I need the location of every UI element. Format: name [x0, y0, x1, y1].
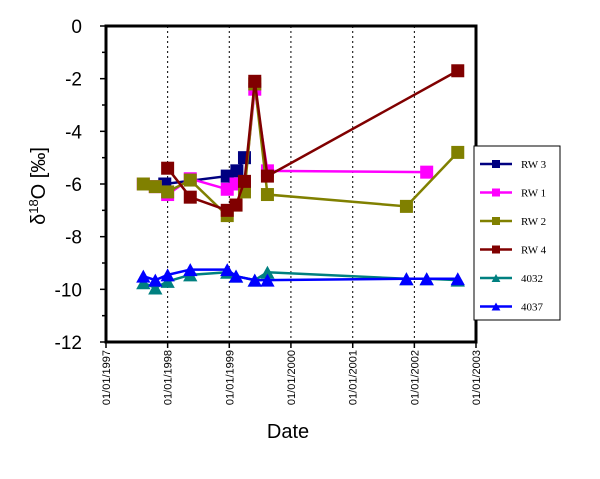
y-tick-label: -4 — [65, 122, 82, 143]
data-point-4032 — [148, 281, 163, 295]
data-point-4037 — [450, 272, 465, 286]
y-tick-label: -6 — [65, 175, 82, 196]
data-point-rw-4 — [451, 64, 465, 78]
data-point-4032 — [260, 265, 275, 279]
series-4037 — [136, 263, 465, 287]
data-point-rw-2 — [451, 145, 465, 159]
x-tick-label: 01/01/1998 — [163, 350, 175, 405]
legend-item-4032: 4032 — [480, 273, 543, 285]
data-point-4032 — [160, 274, 175, 288]
legend-item-4037: 4037 — [480, 302, 544, 314]
y-tick-label: -12 — [55, 333, 82, 354]
data-point-4032 — [136, 276, 151, 290]
data-point-4037 — [260, 273, 275, 287]
data-point-rw-2 — [136, 177, 150, 191]
legend-label: RW 1 — [521, 188, 546, 200]
data-point-rw-4 — [248, 74, 262, 88]
data-point-4037 — [247, 273, 262, 287]
data-point-rw-4 — [237, 174, 251, 188]
x-tick-label: 01/01/2003 — [471, 350, 483, 405]
legend: RW 3 RW 1 RW 2 RW 4 4032 4037 — [473, 145, 561, 321]
x-tick-label: 01/01/2002 — [409, 350, 421, 405]
legend-label: 4032 — [521, 273, 543, 285]
legend-marker — [491, 302, 501, 311]
data-point-4037 — [160, 268, 175, 282]
data-point-4037 — [220, 263, 235, 277]
data-point-rw-2 — [148, 180, 162, 194]
data-point-4037 — [228, 269, 244, 283]
data-point-rw-4 — [229, 198, 243, 212]
data-point-rw-2 — [161, 185, 175, 199]
series-rw-1 — [136, 82, 434, 202]
x-tick-label: 01/01/1999 — [224, 350, 236, 405]
data-point-rw-2 — [183, 173, 197, 187]
legend-marker — [492, 188, 500, 197]
data-point-4037 — [136, 269, 151, 283]
y-axis-title: δ18O [‰] — [26, 147, 51, 225]
data-point-rw-3 — [230, 164, 244, 178]
legend-item-rw-2: RW 2 — [480, 216, 546, 228]
y-tick-label: 0 — [71, 17, 82, 38]
y-tick-label: -2 — [65, 70, 82, 91]
legend-label: 4037 — [521, 302, 544, 314]
y-axis-title-rest: O [‰] — [28, 147, 50, 199]
series-layer — [136, 64, 465, 295]
data-point-rw-4 — [260, 169, 274, 183]
legend-item-rw-1: RW 1 — [480, 188, 546, 200]
data-point-4037 — [399, 272, 414, 286]
x-tick-label: 01/01/1997 — [101, 350, 113, 405]
legend-marker — [491, 274, 501, 282]
legend-label: RW 3 — [521, 159, 547, 171]
y-axis-title-main: δ — [28, 214, 50, 225]
legend-marker — [492, 245, 500, 254]
data-point-rw-1 — [420, 165, 434, 179]
legend-box — [473, 145, 561, 321]
y-tick-label: -8 — [65, 228, 82, 249]
legend-marker — [492, 217, 500, 225]
data-point-4037 — [183, 263, 198, 277]
legend-label: RW 4 — [521, 245, 547, 257]
axes: 01/01/1997 01/01/1998 01/01/1999 01/01/2000… — [55, 17, 483, 405]
series-rw-4 — [161, 64, 465, 217]
data-point-rw-2 — [260, 188, 274, 202]
legend-label: RW 2 — [521, 216, 546, 228]
x-axis-title: Date — [267, 421, 309, 443]
x-tick-label: 01/01/2001 — [348, 350, 360, 405]
legend-items: RW 3 RW 1 RW 2 RW 4 4032 4037 — [480, 159, 547, 314]
legend-marker — [492, 160, 500, 168]
x-tick-label: 01/01/2000 — [286, 350, 298, 405]
data-point-rw-4 — [183, 190, 197, 204]
y-axis-title-sup: 18 — [26, 199, 41, 213]
data-point-rw-4 — [161, 161, 175, 175]
data-point-rw-2 — [399, 199, 413, 213]
data-point-4037 — [148, 273, 163, 287]
legend-item-rw-3: RW 3 — [480, 159, 547, 171]
y-tick-label: -10 — [55, 280, 82, 301]
data-point-4037 — [419, 272, 434, 286]
legend-item-rw-4: RW 4 — [480, 245, 547, 257]
